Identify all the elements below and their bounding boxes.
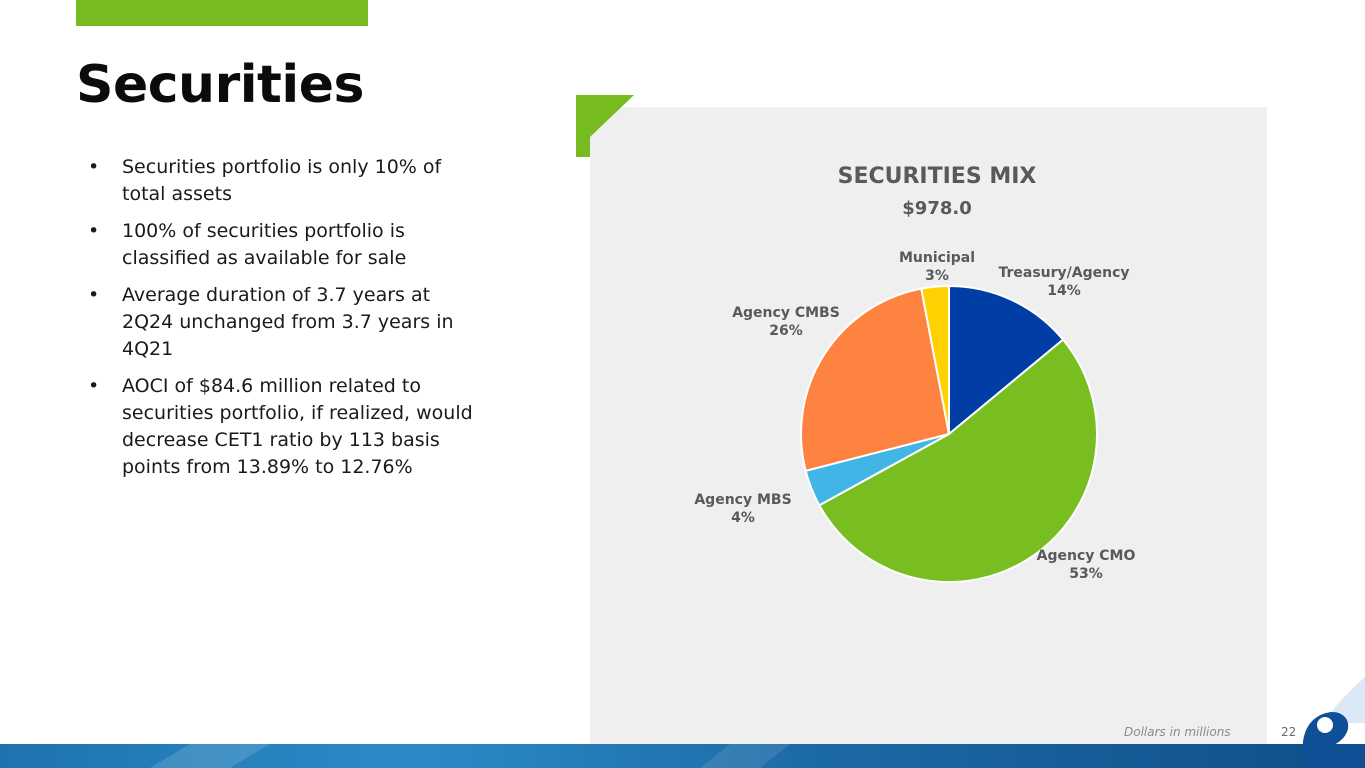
slice-label-value: 4%	[731, 510, 755, 526]
pie-slice-municipal	[920, 284, 950, 435]
page-number: 22	[1281, 725, 1297, 739]
band-swoosh	[150, 744, 790, 768]
bottom-band	[0, 744, 1365, 768]
slice-label-value: 26%	[769, 323, 803, 339]
slice-label-name: Treasury/Agency	[998, 265, 1129, 281]
slice-label-name: Agency CMO	[1037, 548, 1136, 564]
slice-label-name: Agency MBS	[694, 492, 791, 508]
bullet-item: 100% of securities portfolio is classifi…	[88, 218, 478, 272]
pie-slice-treasury-agency	[948, 284, 1065, 437]
corner-accent-icon	[576, 95, 634, 157]
top-accent-bar	[76, 0, 368, 26]
slice-label-value: 53%	[1069, 566, 1103, 582]
slice-label-value: 14%	[1047, 283, 1081, 299]
bullet-item: Securities portfolio is only 10% of tota…	[88, 154, 478, 208]
pie-slice-agency-cmbs	[800, 287, 951, 473]
slice-label-name: Municipal	[899, 250, 975, 266]
securities-pie-chart: SECURITIES MIX $978.0 Treasury/Agency 14%…	[694, 164, 1135, 583]
brand-logo-icon	[1302, 677, 1365, 768]
pie-slices	[800, 284, 1098, 583]
slice-label-name: Agency CMBS	[732, 305, 840, 321]
chart-subtitle: $978.0	[902, 198, 971, 219]
bullet-item: AOCI of $84.6 million related to securit…	[88, 373, 478, 481]
bullet-item: Average duration of 3.7 years at 2Q24 un…	[88, 282, 478, 363]
units-footnote: Dollars in millions	[1124, 725, 1231, 739]
pie-slice-agency-cmo	[817, 338, 1098, 583]
chart-title: SECURITIES MIX	[838, 164, 1037, 189]
bullet-list: Securities portfolio is only 10% of tota…	[88, 154, 478, 491]
pie-labels: Treasury/Agency 14% Agency CMO 53% Agency MB…	[694, 250, 1135, 582]
slice-label-value: 3%	[925, 268, 949, 284]
page-title: Securities	[76, 55, 364, 115]
